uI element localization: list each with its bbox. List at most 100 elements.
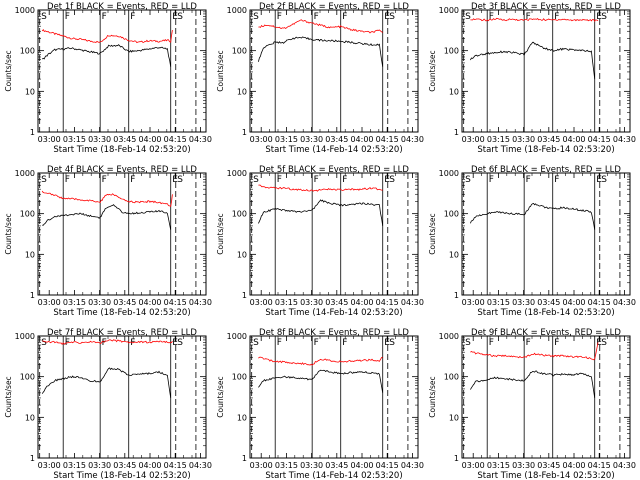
event-marker-label: F [342,12,347,22]
event-marker-label: S [253,12,259,22]
x-axis-label: Start Time (18-Feb-14 02:53:20) [53,145,190,155]
x-tick-label: 03:00 [38,461,61,470]
event-marker-label: E [384,175,390,185]
event-marker-label: F [489,338,494,348]
y-tick-label: 1000 [15,332,35,341]
plot-frame [37,172,207,296]
plot-frame [461,9,631,133]
x-tick-label: 03:00 [38,135,61,144]
x-tick-label: 04:00 [138,461,161,470]
event-marker-label: F [102,338,107,348]
x-axis-label: Start Time (18-Feb-14 02:53:20) [53,308,190,318]
event-marker-label: F [489,175,494,185]
event-marker-label: F [342,338,347,348]
chart-title: Det 7f BLACK = Events, RED = LLD [47,328,197,338]
event-marker-label: S [177,175,183,185]
x-tick-label: 03:15 [487,135,510,144]
x-tick-label: 03:45 [113,135,136,144]
event-marker-label: S [601,175,607,185]
event-marker-label: F [314,12,319,22]
lld-series-line [42,339,173,345]
x-tick-label: 04:30 [613,135,636,144]
x-axis-label: Start Time (18-Feb-14 02:53:20) [53,471,190,480]
detector-panel: Det 1f BLACK = Events, RED = LLD 1 10 100 10… [4,2,212,155]
detector-panel: Det 6f BLACK = Events, RED = LLD 1 10 100 10… [428,165,636,318]
y-axis-label: Counts/sec [428,213,437,254]
event-marker-label: F [130,12,135,22]
y-tick-label: 1 [242,291,247,300]
y-tick-label: 1000 [439,169,459,178]
lld-series-line [258,19,383,34]
y-tick-label: 1000 [439,332,459,341]
detector-panel: Det 4f BLACK = Events, RED = LLD 1 10 100 10… [4,165,212,318]
detector-panel: Det 5f BLACK = Events, RED = LLD 1 10 100 10… [216,165,424,318]
event-marker-label: F [554,175,559,185]
event-marker-label: F [342,175,347,185]
x-tick-label: 03:00 [462,135,485,144]
y-tick-label: 100 [232,210,247,219]
x-tick-label: 04:15 [588,298,611,307]
y-tick-label: 10 [449,413,459,422]
event-marker-label: E [384,338,390,348]
lld-series-line [258,356,383,366]
y-axis-label: Counts/sec [4,376,13,417]
chart-title: Det 4f BLACK = Events, RED = LLD [47,165,197,175]
y-axis-label: Counts/sec [428,50,437,91]
x-tick-label: 04:15 [376,135,399,144]
y-tick-label: 1 [30,454,35,463]
event-marker-label: S [41,175,47,185]
x-tick-label: 04:00 [562,461,585,470]
detector-panel: Det 7f BLACK = Events, RED = LLD 1 10 100 10… [4,328,212,480]
x-tick-label: 04:00 [138,298,161,307]
x-tick-label: 04:00 [138,135,161,144]
y-tick-label: 1 [454,291,459,300]
y-tick-label: 10 [449,250,459,259]
event-marker-label: F [277,12,282,22]
chart-title: Det 9f BLACK = Events, RED = LLD [471,328,621,338]
events-series-line [42,204,172,230]
x-tick-label: 03:30 [512,461,535,470]
chart-title: Det 3f BLACK = Events, RED = LLD [471,2,621,12]
lld-series-line [470,342,599,361]
event-marker-label: F [554,12,559,22]
detector-panel: Det 3f BLACK = Events, RED = LLD 1 10 100 10… [428,2,636,155]
x-tick-label: 04:15 [588,135,611,144]
event-marker-label: E [596,175,602,185]
x-tick-label: 04:30 [189,461,212,470]
events-series-line [258,369,384,393]
plot-frame [249,172,419,296]
x-tick-label: 03:30 [300,135,323,144]
x-tick-label: 03:00 [250,135,273,144]
event-marker-label: F [554,338,559,348]
event-marker-label: S [389,338,395,348]
x-tick-label: 04:30 [401,298,424,307]
x-tick-label: 04:15 [164,461,187,470]
x-tick-label: 04:30 [401,135,424,144]
x-tick-label: 03:15 [63,135,86,144]
detector-panel: Det 9f BLACK = Events, RED = LLD 1 10 100 10… [428,328,636,480]
events-series-line [258,36,384,67]
lld-series-line [41,190,173,207]
x-tick-label: 03:30 [512,135,535,144]
detector-panel: Det 2f BLACK = Events, RED = LLD 1 10 100 10… [216,2,424,155]
event-marker-label: F [65,12,70,22]
events-series-line [258,199,384,226]
x-tick-label: 03:15 [487,298,510,307]
x-tick-label: 04:00 [350,135,373,144]
x-tick-label: 04:00 [562,135,585,144]
event-marker-label: F [526,338,531,348]
event-marker-label: E [384,12,390,22]
events-series-line [470,41,596,80]
x-tick-label: 03:45 [325,461,348,470]
y-tick-label: 10 [25,250,35,259]
x-tick-label: 03:00 [250,461,273,470]
x-tick-label: 04:30 [189,298,212,307]
x-axis-label: Start Time (14-Feb-14 02:53:20) [265,308,402,318]
event-marker-label: E [596,12,602,22]
x-tick-label: 03:15 [275,135,298,144]
lld-series-line [470,17,599,22]
y-tick-label: 1 [30,291,35,300]
event-marker-label: S [253,338,259,348]
event-marker-label: F [526,12,531,22]
